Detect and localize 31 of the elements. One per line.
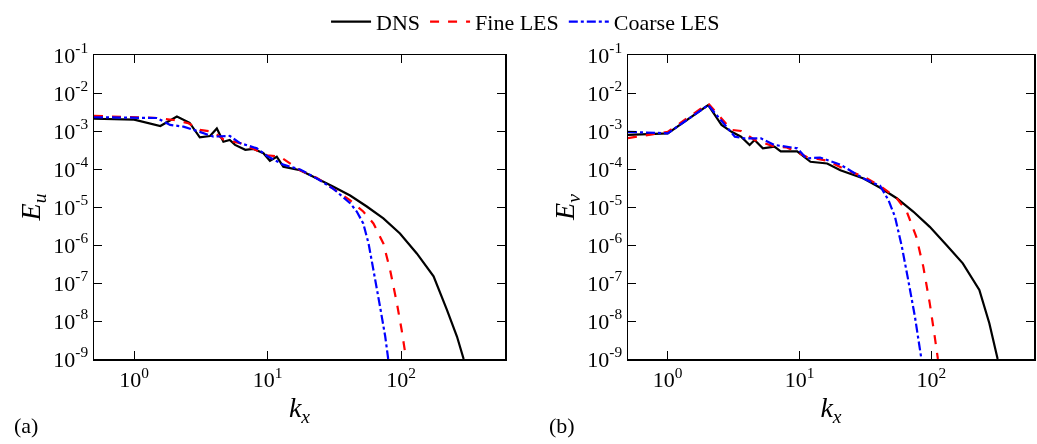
x-axis-title: k$_{x}$ bbox=[820, 391, 842, 427]
x-axis-title: k$_{x}$ bbox=[288, 391, 311, 427]
y-tick-label: 10$^{-9}$ bbox=[53, 343, 89, 372]
y-tick-label: 10$^{-2}$ bbox=[587, 77, 623, 106]
y-tick-label: 10$^{-1}$ bbox=[53, 39, 89, 68]
y-tick-label: 10$^{-1}$ bbox=[587, 39, 623, 68]
legend-label: Coarse LES bbox=[613, 10, 720, 36]
text: (a) bbox=[14, 413, 39, 438]
x-tick-label: 10$^{1}$ bbox=[784, 363, 815, 392]
text: (b) bbox=[549, 413, 575, 438]
y-tick-label: 10$^{-5}$ bbox=[53, 191, 89, 220]
y-tick-label: 10$^{-8}$ bbox=[587, 305, 623, 334]
x-tick-label: 10$^{2}$ bbox=[386, 363, 416, 392]
legend-label: Fine LES bbox=[475, 10, 559, 36]
y-tick-label: 10$^{-3}$ bbox=[53, 115, 89, 144]
y-tick-label: 10$^{-8}$ bbox=[53, 305, 89, 334]
x-tick-label: 10$^{2}$ bbox=[916, 363, 947, 392]
x-tick-label: 10$^{1}$ bbox=[252, 363, 283, 392]
x-tick-label: 10$^{0}$ bbox=[652, 363, 683, 392]
y-tick-label: 10$^{-4}$ bbox=[587, 153, 623, 182]
y-tick-label: 10$^{-7}$ bbox=[53, 267, 89, 296]
legend-label: DNS bbox=[376, 10, 421, 36]
y-tick-label: 10$^{-6}$ bbox=[53, 229, 89, 258]
y-tick-label: 10$^{-6}$ bbox=[587, 229, 623, 258]
x-tick-label: 10$^{0}$ bbox=[119, 363, 150, 392]
y-tick-label: 10$^{-3}$ bbox=[587, 115, 623, 144]
y-tick-label: 10$^{-5}$ bbox=[587, 191, 623, 220]
y-tick-label: 10$^{-9}$ bbox=[587, 343, 623, 372]
y-tick-label: 10$^{-2}$ bbox=[53, 77, 89, 106]
y-tick-label: 10$^{-7}$ bbox=[587, 267, 623, 296]
y-tick-label: 10$^{-4}$ bbox=[53, 153, 89, 182]
